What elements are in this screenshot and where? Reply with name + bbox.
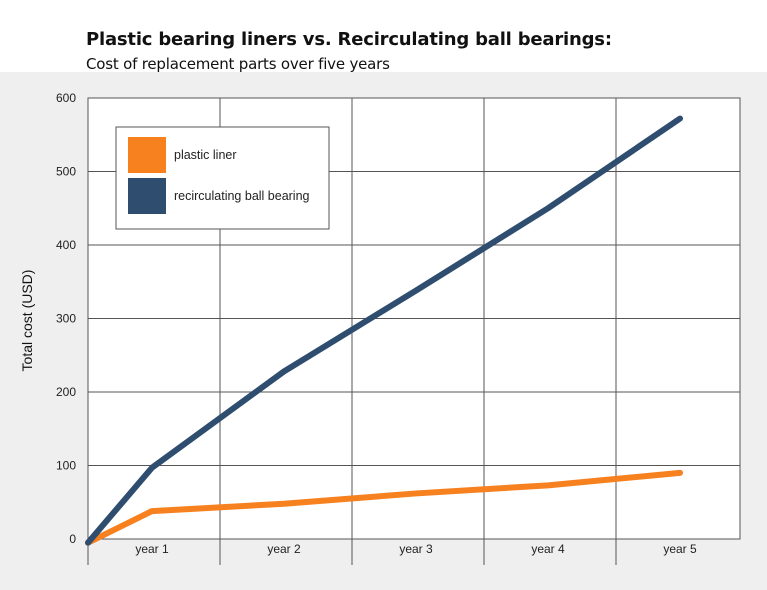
y-tick-label: 200 xyxy=(56,385,76,399)
y-tick-label: 400 xyxy=(56,238,76,252)
header: Plastic bearing liners vs. Recirculating… xyxy=(0,0,767,73)
series-line-plastic-liner xyxy=(85,469,683,546)
x-tick-label: year 4 xyxy=(531,542,565,556)
y-tick-label: 500 xyxy=(56,165,76,179)
x-tick-label: year 2 xyxy=(267,542,301,556)
series-line-recirculating-ball-bearing xyxy=(85,115,683,546)
chart-subtitle: Cost of replacement parts over five year… xyxy=(86,55,390,73)
x-tick-label: year 3 xyxy=(399,542,433,556)
x-tick-label: year 5 xyxy=(663,542,697,556)
y-tick-label: 600 xyxy=(56,91,76,105)
legend-swatch xyxy=(128,178,166,214)
legend-swatch xyxy=(128,137,166,173)
x-tick-label: year 1 xyxy=(135,542,169,556)
y-tick-label: 300 xyxy=(56,312,76,326)
y-axis-label: Total cost (USD) xyxy=(19,270,35,372)
y-tick-label: 0 xyxy=(69,532,76,546)
chart-title: Plastic bearing liners vs. Recirculating… xyxy=(86,29,612,50)
legend-label: recirculating ball bearing xyxy=(174,189,310,203)
y-tick-label: 100 xyxy=(56,459,76,473)
legend-label: plastic liner xyxy=(174,148,237,162)
